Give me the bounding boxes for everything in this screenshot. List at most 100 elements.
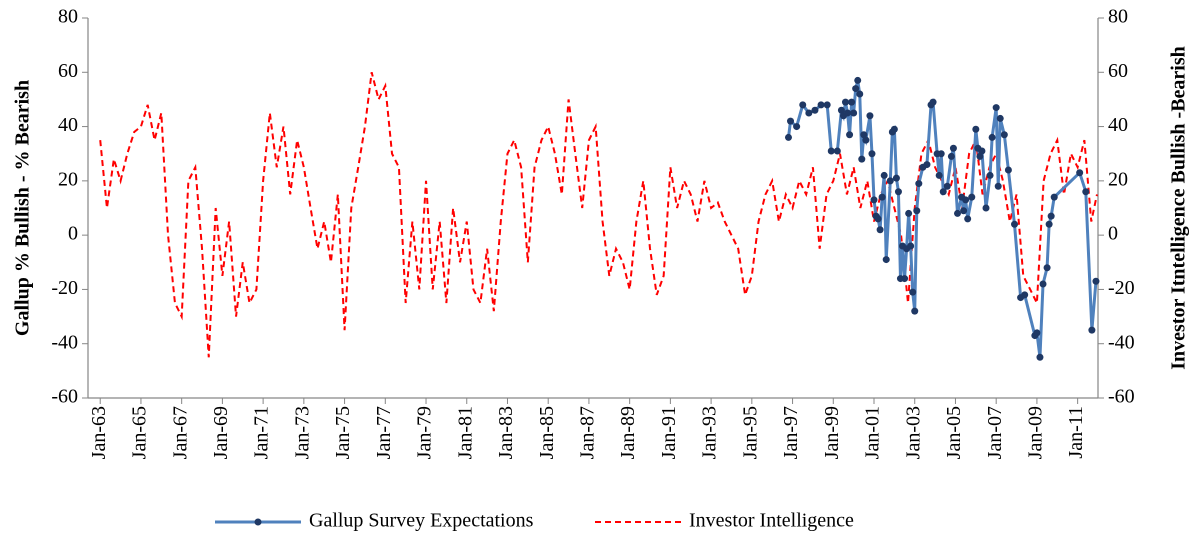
point [907,242,915,250]
x-tick-label: Jan-63 [88,406,110,459]
legend-label: Investor Intelligence [689,510,854,532]
y-tick-label: -60 [51,386,78,408]
point [960,207,968,215]
y-tick-label: -20 [51,277,78,299]
point [911,307,919,315]
x-tick-label: Jan-79 [414,406,436,459]
point [1039,280,1047,288]
point [846,131,854,139]
x-tick-label: Jan-87 [577,406,599,459]
x-tick-label: Jan-67 [169,406,191,459]
x-tick-label: Jan-91 [658,406,680,459]
point [1036,353,1044,361]
x-tick-label: Jan-69 [210,406,232,459]
y2-tick-label: 20 [1108,168,1128,190]
point [994,182,1002,190]
point [870,196,878,204]
point [858,155,866,163]
point [876,226,884,234]
x-tick-label: Jan-65 [129,406,151,459]
point [866,112,874,120]
y2-tick-label: -60 [1108,386,1135,408]
point [1004,166,1012,174]
point [854,76,862,84]
x-tick-label: Jan-11 [1065,406,1087,459]
y2-tick-label: 80 [1108,6,1128,28]
point [882,256,890,264]
point [982,204,990,212]
point [978,147,986,155]
point [962,196,970,204]
point [996,114,1004,122]
point [1043,264,1051,272]
point [988,133,996,141]
point [886,177,894,185]
y-tick-label: 20 [58,168,78,190]
x-tick-label: Jan-83 [495,406,517,459]
y2-tick-label: -20 [1108,277,1135,299]
x-tick-label: Jan-95 [739,406,761,459]
point [992,104,1000,112]
point [953,209,961,217]
point [844,109,852,117]
series-line [99,72,1098,358]
point [929,98,937,106]
point [947,152,955,160]
legend-marker [254,518,262,526]
point [923,161,931,169]
point [848,98,856,106]
x-tick-label: Jan-89 [617,406,639,459]
point [1050,193,1058,201]
point [1011,220,1019,228]
y2-tick-label: 60 [1108,60,1128,82]
y2-tick-label: -40 [1108,331,1135,353]
point [833,147,841,155]
point [1033,329,1041,337]
point [939,188,947,196]
x-tick-label: Jan-85 [536,406,558,459]
y-tick-label: -40 [51,331,78,353]
x-tick-label: Jan-75 [332,406,354,459]
point [811,106,819,114]
point [862,136,870,144]
x-tick-label: Jan-09 [1025,406,1047,459]
x-tick-label: Jan-97 [780,406,802,459]
point [837,106,845,114]
point [793,123,801,131]
x-tick-label: Jan-71 [251,406,273,459]
point [1000,131,1008,139]
y-axis-title: Gallup % Bullish - % Bearish [12,80,34,336]
x-tick-label: Jan-93 [699,406,721,459]
point [852,85,860,93]
point [805,109,813,117]
point [842,98,849,106]
y2-axis-title: Investor Itntelligence Bullish -Bearish [1168,46,1190,370]
point [909,288,917,296]
y-tick-label: 0 [68,223,78,245]
x-tick-label: Jan-77 [373,406,395,459]
point [972,125,980,133]
point [817,101,825,109]
point [799,101,807,109]
point [937,150,945,158]
point [935,171,943,179]
point [856,90,864,98]
x-tick-label: Jan-03 [902,406,924,459]
point [784,133,792,141]
point [905,209,913,217]
point [892,174,900,182]
point [860,131,868,139]
point [850,109,858,117]
point [1088,326,1096,334]
point [894,188,902,196]
point [915,180,923,188]
point [949,144,957,152]
x-tick-label: Jan-99 [821,406,843,459]
point [827,147,835,155]
point [986,171,994,179]
y2-tick-label: 40 [1108,114,1128,136]
y-tick-label: 40 [58,114,78,136]
point [787,117,795,125]
